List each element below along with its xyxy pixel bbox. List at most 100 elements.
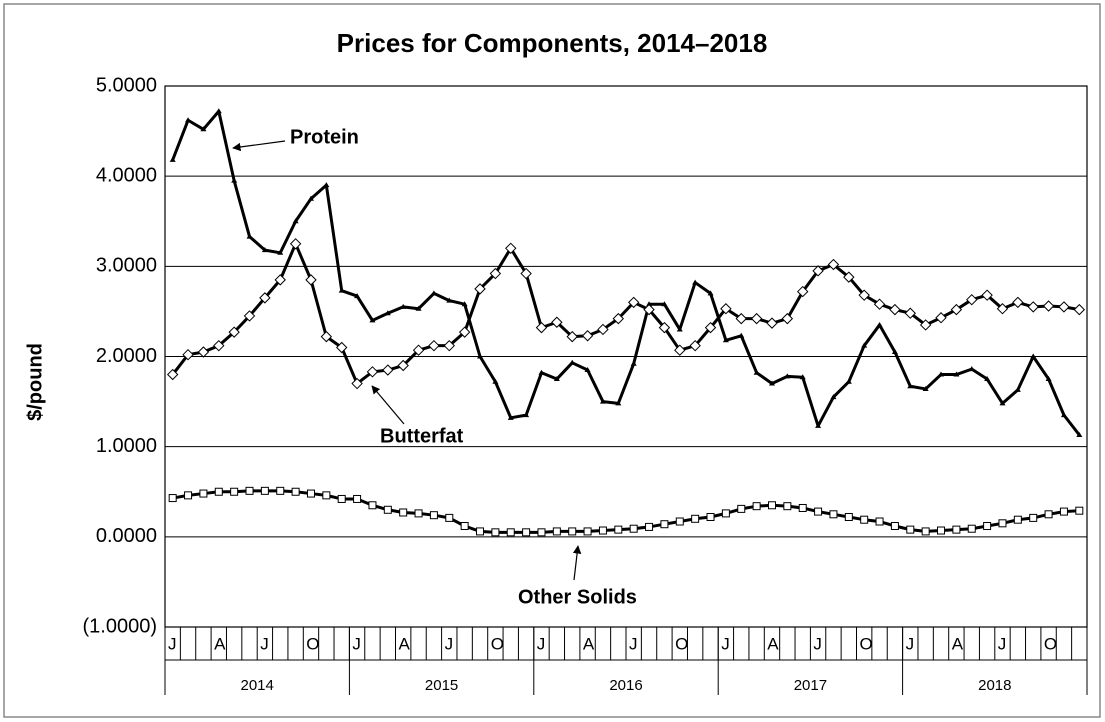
marker	[674, 344, 686, 356]
marker	[919, 319, 932, 331]
marker	[581, 330, 594, 342]
marker	[1042, 300, 1055, 312]
marker	[474, 283, 486, 295]
marker	[675, 517, 684, 526]
marker	[783, 502, 792, 511]
marker	[443, 339, 455, 352]
marker	[368, 501, 377, 510]
marker	[935, 312, 947, 324]
marker	[614, 525, 623, 534]
annotation-arrow	[371, 385, 405, 425]
annotation-arrow	[232, 140, 286, 152]
marker	[599, 398, 606, 404]
marker	[645, 522, 654, 531]
marker	[781, 312, 794, 325]
marker	[735, 312, 747, 325]
marker	[292, 218, 299, 224]
marker	[537, 528, 546, 537]
marker	[938, 371, 945, 377]
chart-title: Prices for Components, 2014–2018	[337, 28, 768, 58]
marker	[538, 369, 545, 375]
marker	[797, 285, 809, 298]
marker	[858, 289, 870, 301]
marker	[981, 289, 993, 301]
marker	[184, 491, 193, 500]
marker	[814, 507, 823, 516]
marker	[615, 400, 622, 406]
marker	[228, 326, 240, 338]
x-tick-label: A	[583, 634, 595, 653]
marker	[446, 297, 453, 303]
marker	[505, 242, 517, 255]
marker	[430, 290, 437, 296]
y-tick-label: 2.0000	[96, 345, 157, 367]
y-tick-label: (1.0000)	[83, 615, 158, 637]
marker	[890, 522, 899, 531]
marker	[523, 412, 530, 418]
x-tick-label: J	[906, 634, 915, 653]
series-line	[171, 109, 1081, 436]
marker	[627, 296, 640, 309]
marker	[323, 182, 330, 188]
marker	[691, 514, 700, 523]
marker	[199, 489, 208, 498]
x-tick-label: A	[952, 634, 964, 653]
marker	[738, 332, 745, 338]
marker	[766, 317, 778, 329]
marker	[830, 394, 837, 400]
marker	[336, 341, 348, 354]
marker	[213, 339, 225, 352]
marker	[922, 385, 929, 391]
marker	[798, 503, 807, 512]
marker	[245, 486, 254, 495]
marker	[612, 312, 625, 325]
marker	[827, 258, 840, 271]
marker	[661, 301, 668, 307]
marker	[1060, 412, 1067, 418]
marker	[445, 513, 454, 522]
marker	[721, 509, 730, 518]
marker	[1076, 431, 1083, 437]
marker	[722, 337, 729, 343]
marker	[197, 346, 210, 358]
marker	[873, 298, 886, 310]
marker	[400, 303, 407, 309]
marker	[1029, 513, 1038, 522]
marker	[414, 509, 423, 518]
x-tick-label: A	[767, 634, 779, 653]
marker	[861, 342, 868, 348]
marker	[643, 303, 655, 316]
marker	[231, 177, 238, 183]
marker	[966, 293, 978, 306]
x-tick-label: J	[168, 634, 177, 653]
marker	[706, 512, 715, 521]
marker	[815, 422, 822, 428]
marker	[489, 267, 502, 280]
marker	[522, 528, 531, 537]
marker	[397, 359, 409, 372]
marker	[692, 279, 699, 285]
y-tick-label: 3.0000	[96, 255, 157, 277]
marker	[553, 376, 560, 382]
x-tick-label: J	[721, 634, 730, 653]
marker	[1045, 376, 1052, 382]
year-label: 2018	[978, 677, 1011, 694]
marker	[1073, 303, 1086, 316]
marker	[658, 321, 671, 334]
marker	[952, 525, 961, 534]
x-tick-label: A	[214, 634, 226, 653]
marker	[983, 522, 992, 531]
chart-frame	[3, 3, 1101, 718]
annotation-arrow	[572, 545, 582, 581]
marker	[305, 274, 317, 286]
y-tick-label: 5.0000	[96, 74, 157, 96]
y-tick-label: 1.0000	[96, 435, 157, 457]
marker	[598, 526, 607, 535]
year-label: 2014	[241, 677, 274, 694]
y-axis-label: $/pound	[24, 343, 46, 421]
marker	[535, 321, 548, 334]
marker	[274, 274, 286, 286]
marker	[338, 287, 345, 293]
marker	[215, 108, 222, 114]
marker	[843, 271, 855, 283]
